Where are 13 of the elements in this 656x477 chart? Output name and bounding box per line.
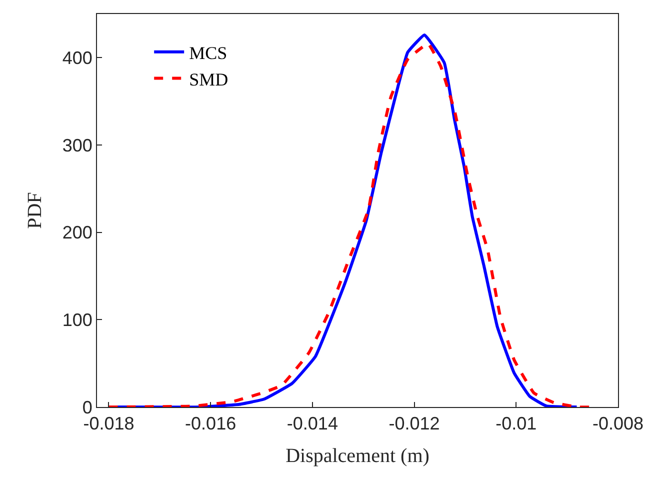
y-tick-label: 400 [62,48,92,68]
y-axis-title: PDF [24,192,46,229]
x-axis-title: Dispalcement (m) [286,445,430,468]
y-tick-label: 200 [62,222,92,243]
x-tick-label: -0.008 [592,414,644,434]
y-tick-label: 300 [62,135,92,156]
x-tick-label: -0.01 [496,414,537,434]
legend-label: MCS [189,42,228,63]
legend-label: SMD [189,69,228,90]
x-tick-label: -0.014 [286,414,338,434]
x-tick-label: -0.016 [185,414,236,434]
x-tick-label: -0.012 [388,414,440,434]
y-tick-label: 100 [62,310,92,330]
